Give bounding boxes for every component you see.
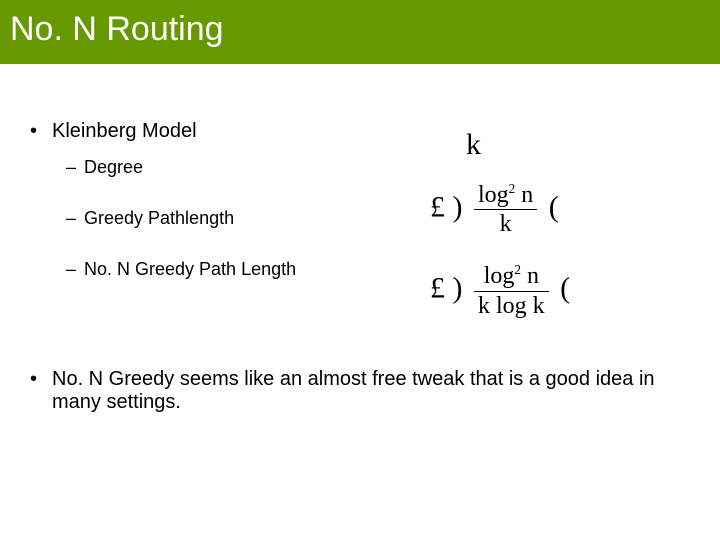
formula-suffix: ( [560, 272, 570, 305]
closing-bullet: No. N Greedy seems like an almost free t… [30, 368, 690, 414]
formula-greedy: £ ) log2 n k ( [430, 182, 690, 237]
fraction-non-num: log2 n [474, 263, 549, 291]
fraction-non-den: k log k [474, 292, 549, 319]
formula-prefix: £ ) [430, 272, 463, 305]
formula-non-greedy: £ ) log2 n k log k ( [430, 263, 690, 318]
fraction-greedy-num: log2 n [474, 182, 537, 210]
formula-column: k £ ) log2 n k ( £ ) log2 n k log k ( [430, 120, 690, 319]
title-bar: No. N Routing [0, 0, 720, 64]
formula-prefix: £ ) [430, 191, 463, 224]
fraction-non: log2 n k log k [474, 263, 549, 318]
fraction-greedy-den: k [474, 210, 537, 237]
formula-suffix: ( [549, 191, 559, 224]
slide: No. N Routing Kleinberg Model Degree Gre… [0, 0, 720, 540]
fraction-greedy: log2 n k [474, 182, 537, 237]
closing-bullet-wrap: No. N Greedy seems like an almost free t… [30, 368, 690, 428]
slide-title: No. N Routing [10, 10, 224, 48]
formula-degree: k [466, 130, 690, 160]
